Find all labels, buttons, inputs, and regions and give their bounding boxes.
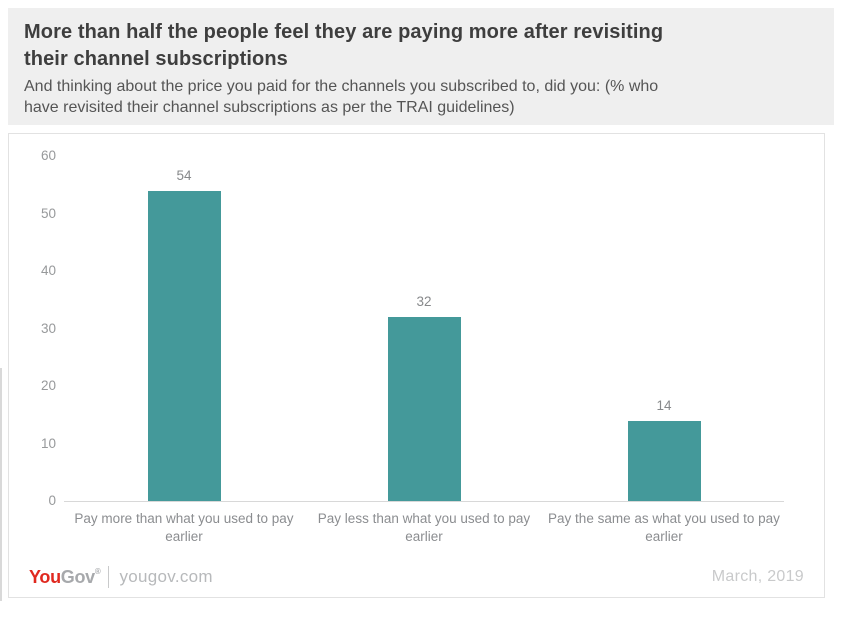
- yougov-logo: YouGov® yougov.com: [29, 566, 213, 588]
- y-axis-tick-label: 40: [40, 263, 56, 278]
- bar: [147, 190, 221, 501]
- logo-you: You: [29, 566, 61, 587]
- registered-trademark-icon: ®: [94, 566, 101, 576]
- bar-group: 32: [304, 134, 544, 501]
- y-axis-tick-label: 50: [40, 205, 56, 221]
- x-axis-category-label: Pay less than what you used to pay earli…: [317, 511, 531, 544]
- chart-subtitle-line-2: have revisited their channel subscriptio…: [24, 99, 515, 116]
- chart-title-line-1: More than half the people feel they are …: [24, 21, 664, 43]
- yougov-site-text: yougov.com: [119, 567, 213, 586]
- bar-value-label: 54: [176, 167, 192, 183]
- chart-subtitle-line-1: And thinking about the price you paid fo…: [24, 78, 659, 95]
- chart-footer: YouGov® yougov.com March, 2019: [9, 559, 824, 595]
- chart-title-line-2: their channel subscriptions: [24, 48, 288, 70]
- y-axis-tick-label: 30: [40, 320, 56, 336]
- logo-divider: [108, 566, 110, 588]
- bar-value-label: 14: [656, 397, 672, 413]
- bar: [627, 420, 701, 501]
- background-window-edge: [0, 368, 2, 601]
- y-axis-tick-label: 20: [40, 378, 56, 393]
- chart-card: 60 50 40 30 20 10 0 54 32 14 Pay more than what …: [8, 133, 825, 598]
- y-axis-tick-label: 0: [48, 493, 56, 508]
- chart-date: March, 2019: [711, 568, 804, 585]
- x-axis-baseline: [64, 501, 784, 502]
- x-axis-category-label: Pay the same as what you used to pay ear…: [548, 511, 780, 544]
- bar-plot-area: 54 32 14: [64, 134, 784, 501]
- yougov-logo-text: YouGov®: [29, 566, 101, 588]
- y-axis-tick-label: 60: [40, 148, 56, 163]
- bar: [387, 317, 461, 501]
- bar-group: 14: [544, 134, 784, 501]
- logo-gov: Gov: [60, 566, 95, 587]
- chart-header: More than half the people feel they are …: [8, 8, 834, 125]
- x-axis-category-label: Pay more than what you used to pay earli…: [74, 511, 294, 544]
- bar-group: 54: [64, 134, 304, 501]
- x-axis-category-labels: Pay more than what you used to pay earli…: [64, 510, 784, 546]
- bar-value-label: 32: [416, 294, 432, 309]
- chart-subtitle: And thinking about the price you paid fo…: [24, 76, 812, 118]
- y-axis-tick-label: 10: [40, 435, 56, 451]
